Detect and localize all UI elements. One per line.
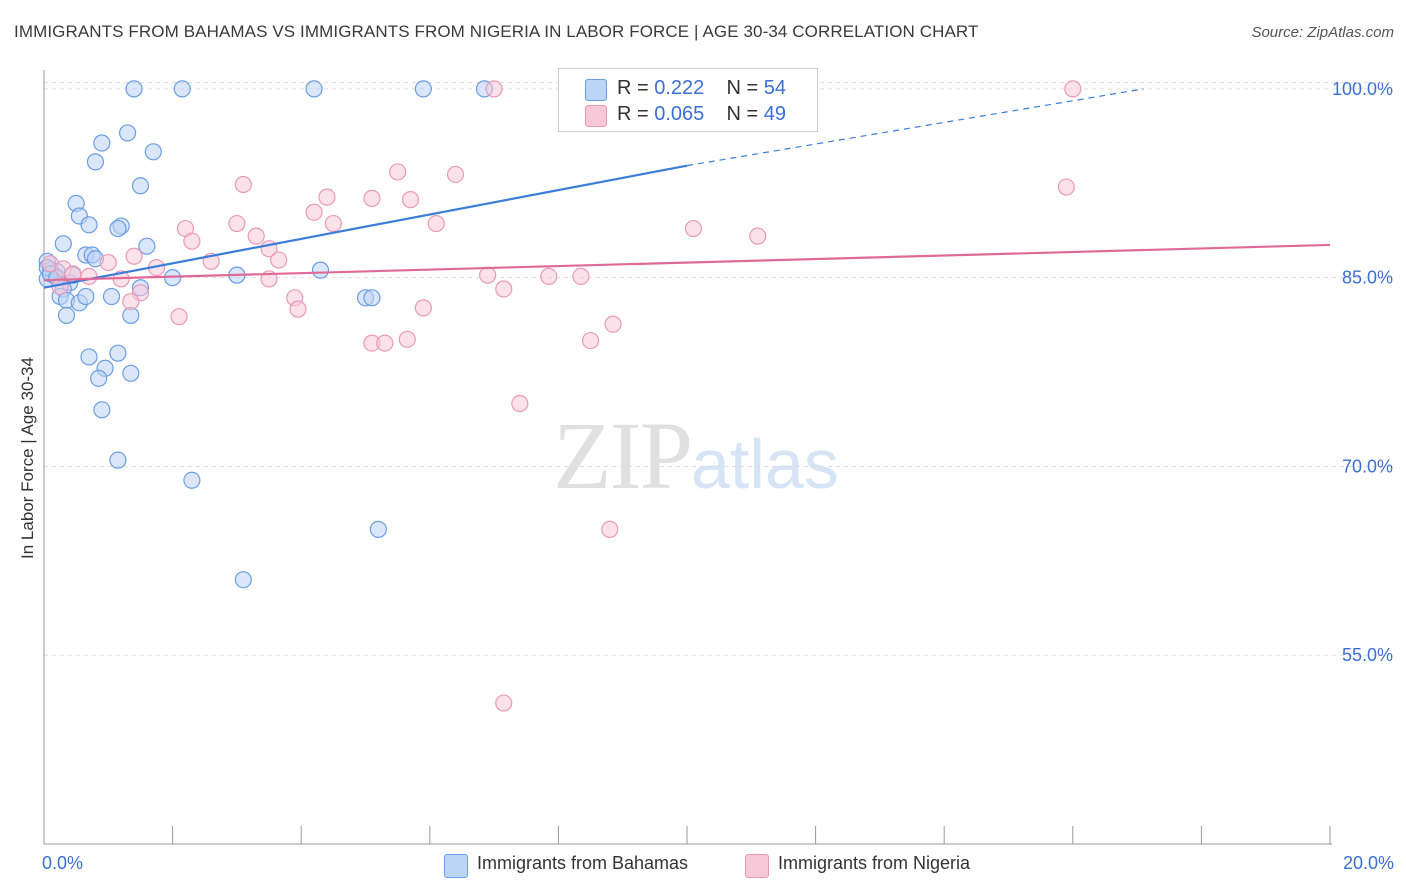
data-point-bahamas (118, 124, 137, 142)
data-point-nigeria (289, 300, 307, 318)
data-point-nigeria (183, 232, 201, 250)
data-point-nigeria (495, 280, 513, 298)
legend-n-value-bahamas: 54 (763, 77, 787, 99)
trend-line-extension-bahamas (686, 88, 1144, 167)
chart-title: IMMIGRANTS FROM BAHAMAS VS IMMIGRANTS FR… (14, 22, 979, 41)
y-tick-label: 55.0% (1342, 645, 1393, 665)
bottom-legend-label-bahamas: Immigrants from Bahamas (477, 853, 689, 873)
data-point-nigeria (572, 267, 590, 285)
data-point-nigeria (234, 175, 252, 194)
y-tick-label: 70.0% (1342, 456, 1393, 476)
data-point-nigeria (376, 334, 394, 352)
legend-n-label: N = (726, 103, 764, 125)
legend-swatch-nigeria (585, 105, 607, 127)
source-label: Source: ZipAtlas.com (1251, 24, 1394, 41)
data-point-nigeria (270, 251, 288, 269)
watermark-atlas: atlas (691, 425, 839, 503)
data-point-nigeria (684, 219, 703, 238)
legend-swatch-bahamas (585, 79, 607, 101)
data-point-nigeria (401, 191, 420, 209)
bottom-legend-label-nigeria: Immigrants from Nigeria (778, 853, 971, 873)
data-point-nigeria (247, 227, 265, 245)
data-point-bahamas (369, 520, 387, 538)
data-point-bahamas (363, 289, 381, 307)
data-point-nigeria (125, 247, 143, 265)
x-tick-label: 20.0% (1343, 853, 1394, 873)
data-point-bahamas (80, 216, 98, 234)
data-point-bahamas (77, 287, 95, 306)
trend-line-nigeria (43, 243, 1331, 282)
legend-n-label: N = (726, 77, 764, 99)
legend-r-label: R = (617, 77, 655, 99)
y-tick-label: 85.0% (1342, 268, 1393, 288)
data-point-bahamas (57, 306, 76, 325)
data-point-nigeria (427, 214, 445, 233)
watermark: ZIPatlas (553, 400, 839, 511)
data-point-nigeria (1057, 178, 1075, 196)
data-point-bahamas (305, 80, 323, 98)
data-point-nigeria (495, 694, 513, 712)
data-point-nigeria (540, 267, 558, 285)
data-point-bahamas (131, 177, 150, 195)
data-point-nigeria (1064, 80, 1082, 98)
legend-r-value-bahamas: 0.222 (654, 77, 705, 99)
data-point-bahamas (144, 143, 162, 161)
data-point-nigeria (446, 165, 465, 184)
data-point-nigeria (511, 394, 529, 413)
data-point-nigeria (305, 203, 323, 221)
data-point-nigeria (485, 80, 503, 98)
data-point-bahamas (234, 571, 252, 589)
y-tick-label: 100.0% (1332, 79, 1393, 99)
watermark-zip: ZIP (553, 402, 693, 509)
x-tick-label: 0.0% (42, 853, 83, 873)
data-point-nigeria (324, 214, 342, 233)
data-point-nigeria (228, 214, 246, 233)
data-point-bahamas (109, 344, 127, 362)
data-point-bahamas (93, 401, 111, 419)
data-point-bahamas (102, 287, 121, 306)
data-point-bahamas (138, 237, 156, 255)
data-point-bahamas (54, 235, 72, 253)
data-point-bahamas (93, 134, 111, 152)
data-point-bahamas (414, 80, 432, 98)
data-point-nigeria (581, 331, 600, 350)
data-point-bahamas (90, 369, 108, 387)
data-point-nigeria (479, 266, 497, 284)
data-point-nigeria (604, 315, 622, 333)
data-point-bahamas (125, 80, 143, 98)
legend-r-value-nigeria: 0.065 (654, 103, 705, 125)
data-point-nigeria (398, 330, 416, 348)
data-point-bahamas (122, 364, 140, 382)
data-point-bahamas (80, 348, 98, 366)
data-point-bahamas (86, 153, 105, 171)
data-point-bahamas (311, 261, 330, 279)
data-point-nigeria (389, 163, 407, 181)
data-point-nigeria (601, 520, 619, 538)
correlation-legend: R = 0.222 N = 54 R = 0.065 N = 49 (558, 68, 818, 132)
data-point-nigeria (363, 189, 381, 207)
trend-line-bahamas (43, 164, 688, 289)
data-point-bahamas (173, 80, 191, 98)
data-point-nigeria (170, 308, 188, 326)
bottom-legend-swatch-bahamas (444, 854, 468, 878)
data-point-nigeria (99, 253, 117, 272)
data-point-nigeria (749, 227, 767, 245)
data-point-bahamas (109, 451, 127, 469)
data-point-bahamas (109, 219, 127, 238)
bottom-legend-swatch-nigeria (745, 854, 769, 878)
data-point-bahamas (183, 471, 201, 489)
data-point-nigeria (414, 299, 432, 317)
data-point-nigeria (80, 267, 98, 285)
legend-n-value-nigeria: 49 (763, 103, 787, 125)
data-point-nigeria (122, 292, 140, 311)
data-point-nigeria (318, 188, 336, 206)
legend-r-label: R = (617, 103, 655, 125)
